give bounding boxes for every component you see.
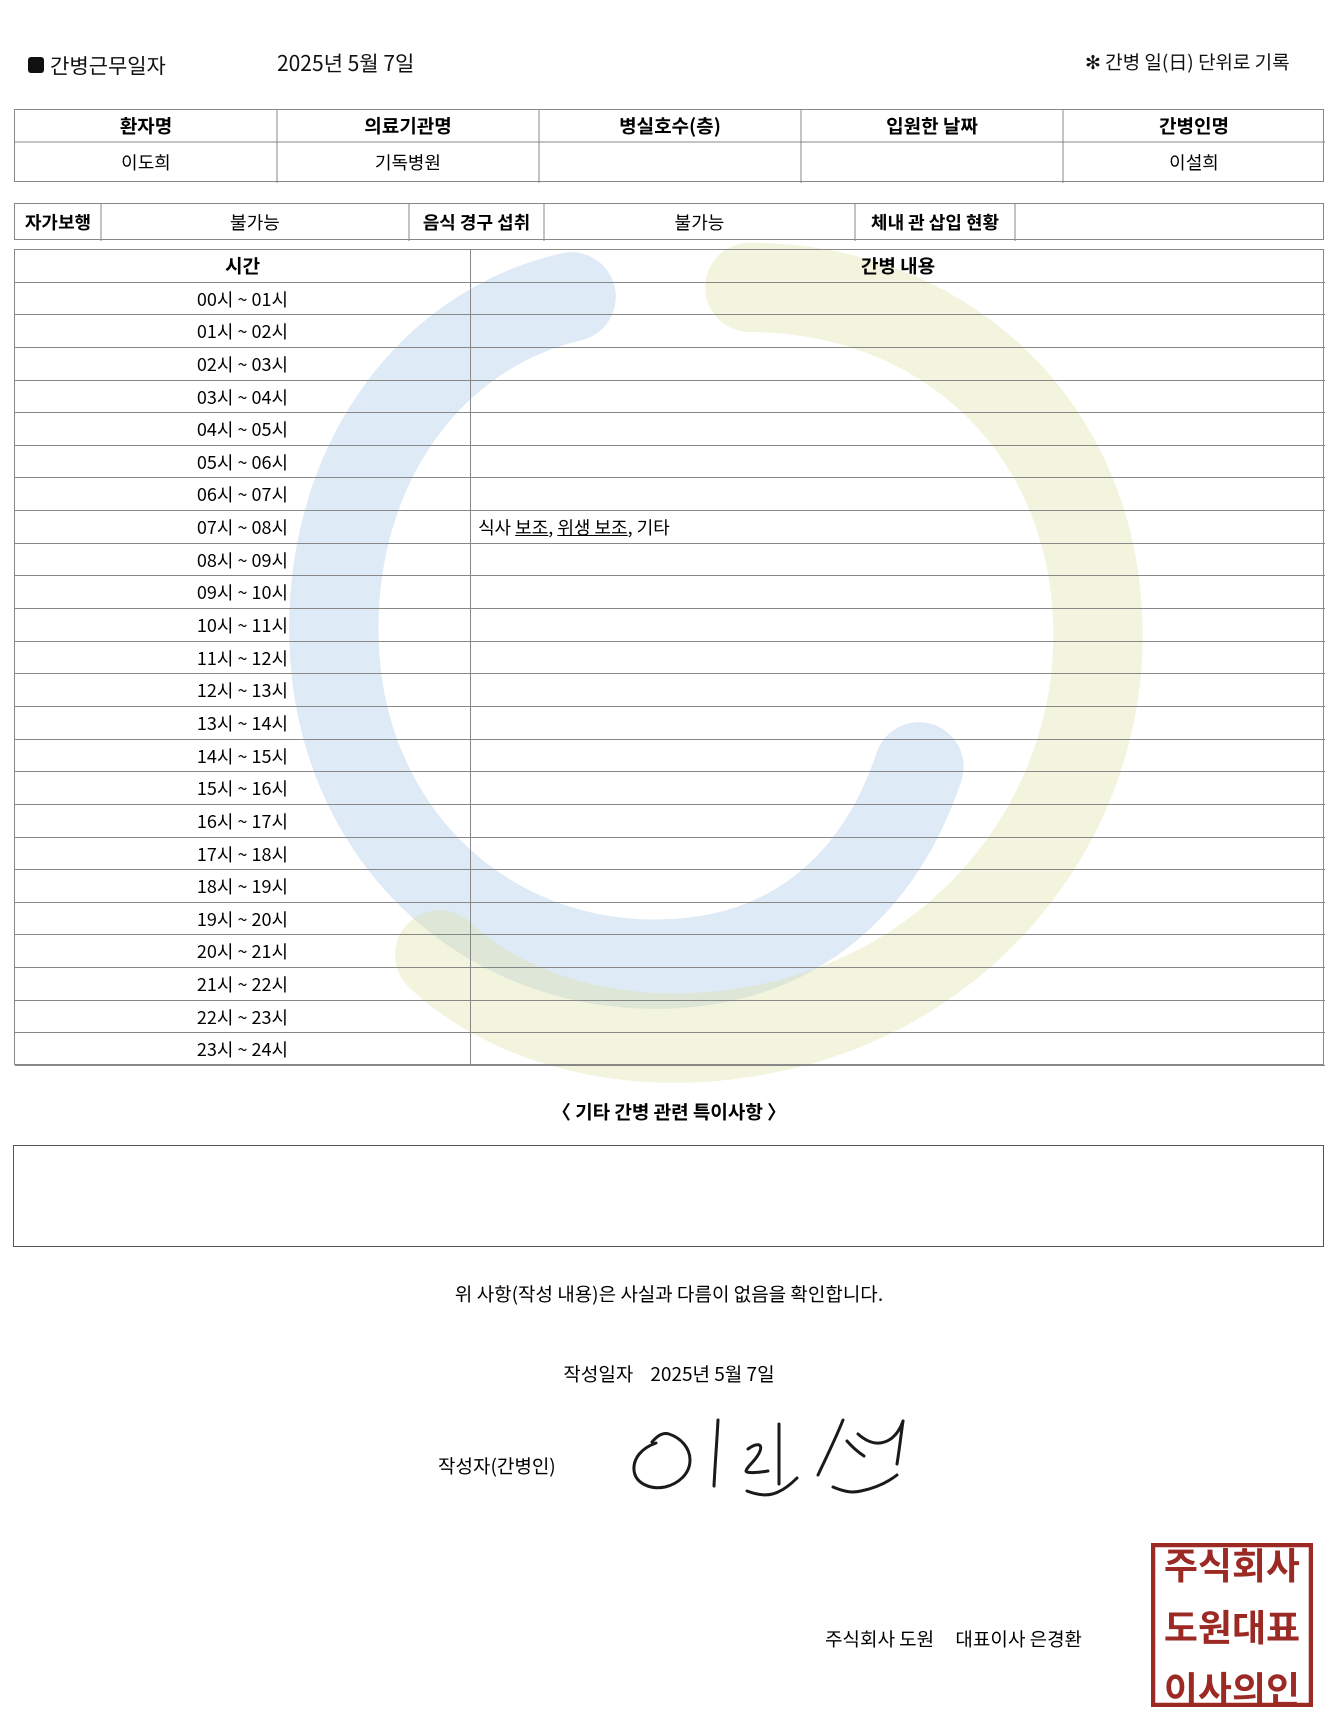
svg-text:주식회사: 주식회사 [1164,1543,1300,1590]
svg-text:이사의인: 이사의인 [1164,1660,1300,1707]
svg-text:도원대표: 도원대표 [1164,1598,1300,1652]
